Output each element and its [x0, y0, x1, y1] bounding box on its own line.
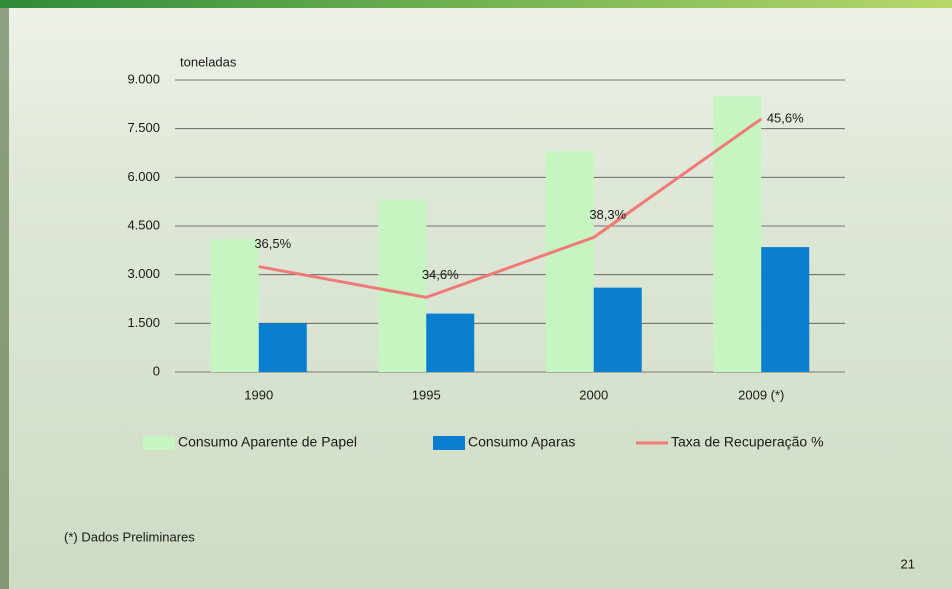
legend-label: Consumo Aparas [468, 434, 575, 450]
legend-swatch [143, 436, 175, 450]
y-tick-label: 4.500 [127, 217, 160, 232]
x-tick-label: 1995 [412, 387, 441, 402]
x-tick-label: 2000 [579, 387, 608, 402]
y-tick-label: 7.500 [127, 120, 160, 135]
bar [426, 313, 475, 372]
bar [545, 151, 594, 372]
bar [258, 323, 307, 372]
y-tick-label: 1.500 [127, 315, 160, 330]
left-strip [0, 8, 9, 589]
page-number: 21 [901, 556, 915, 571]
footnote: (*) Dados Preliminares [64, 529, 195, 544]
bar [210, 238, 259, 372]
bar [713, 96, 762, 372]
legend-label: Taxa de Recuperação % [671, 434, 824, 450]
y-tick-label: 9.000 [127, 71, 160, 86]
legend-label: Consumo Aparente de Papel [178, 434, 357, 450]
legend-swatch [433, 436, 465, 450]
x-tick-label: 2009 (*) [738, 387, 784, 402]
data-label: 38,3% [589, 207, 626, 222]
data-label: 36,5% [254, 236, 291, 251]
x-tick-label: 1990 [244, 387, 273, 402]
top-bar [0, 0, 952, 8]
y-tick-label: 6.000 [127, 169, 160, 184]
line [258, 117, 763, 299]
y-tick-label: 0 [153, 363, 160, 378]
y-tick-label: 3.000 [127, 266, 160, 281]
bar [378, 200, 427, 372]
data-label: 34,6% [422, 267, 459, 282]
data-label: 45,6% [767, 110, 804, 125]
bar [761, 247, 810, 372]
bar [593, 287, 642, 372]
y-axis-label: toneladas [180, 54, 237, 69]
